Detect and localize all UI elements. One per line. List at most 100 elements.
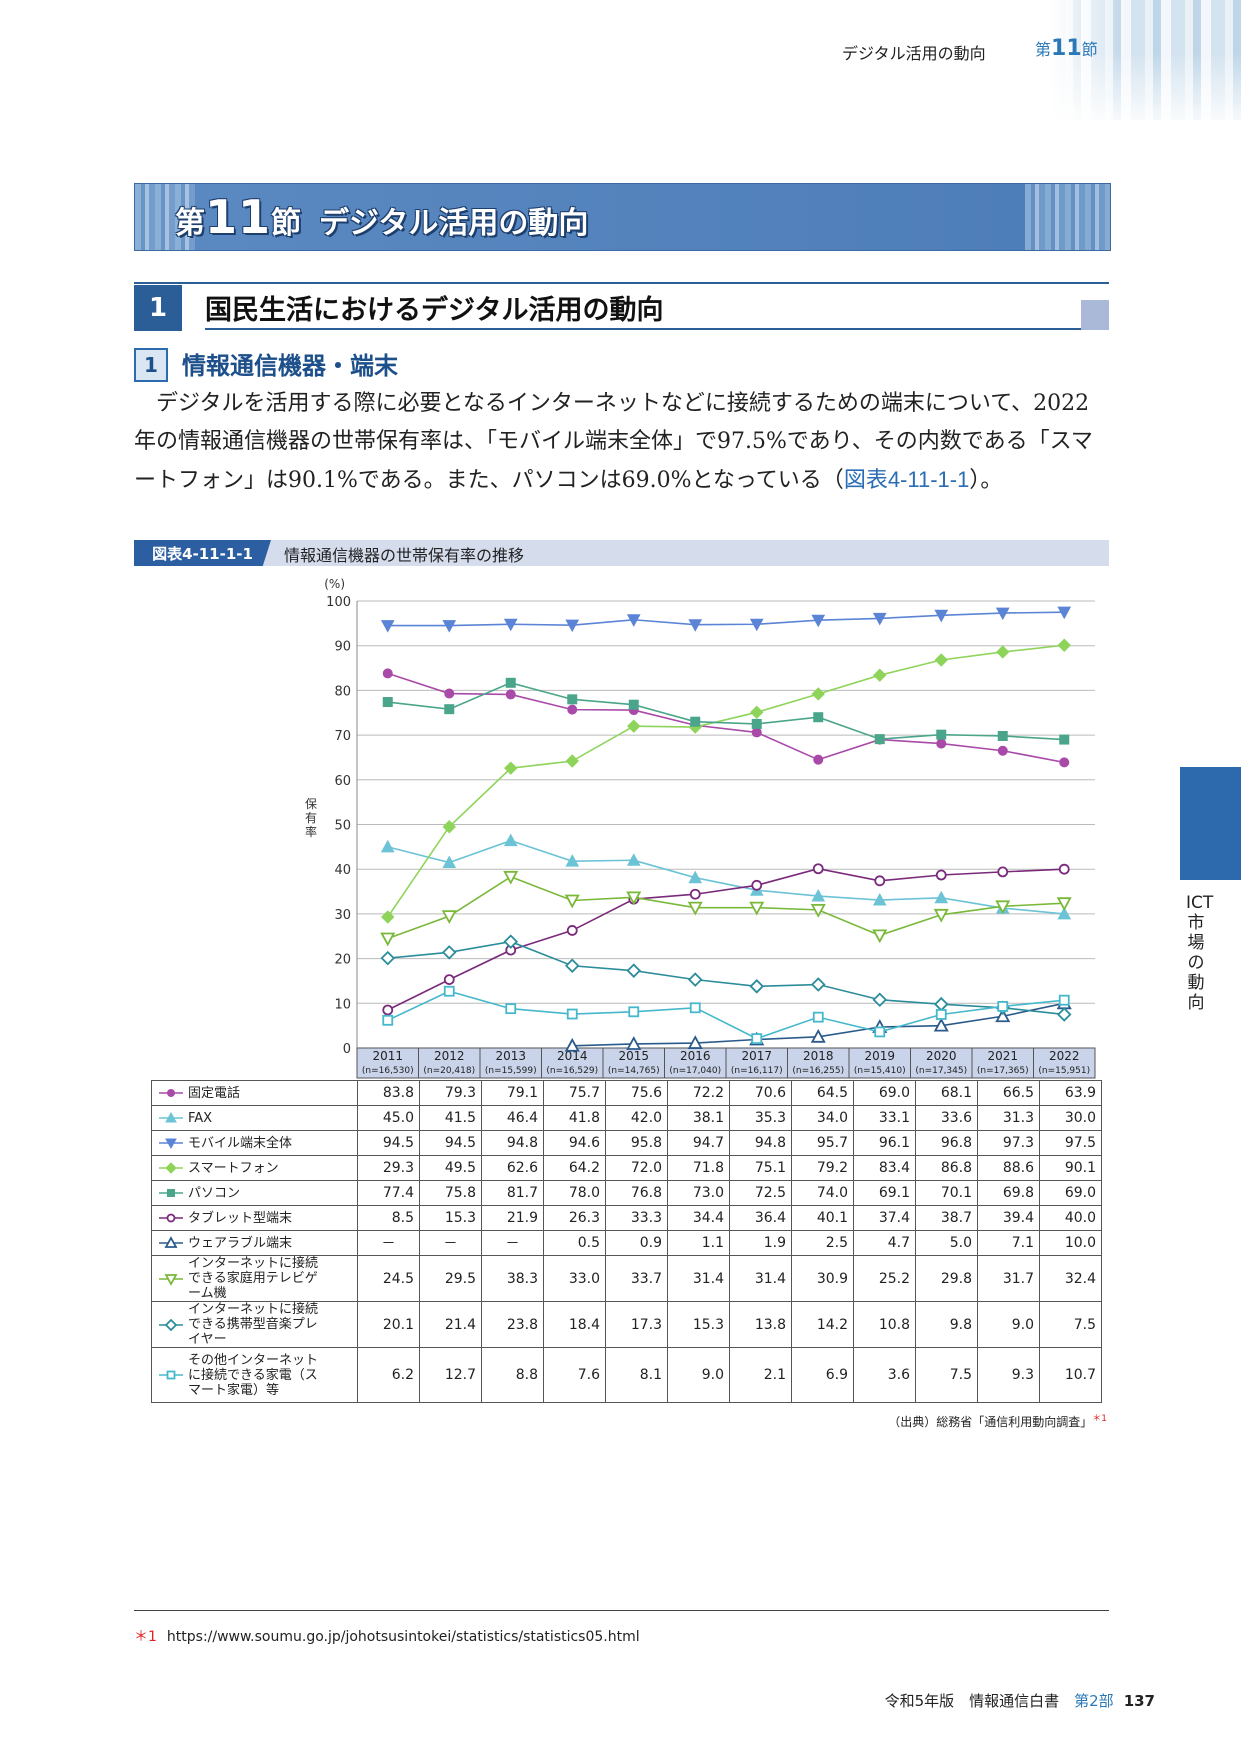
data-label: － bbox=[357, 1230, 420, 1256]
data-label: 36.4 bbox=[729, 1205, 792, 1231]
data-label: 79.1 bbox=[481, 1080, 544, 1106]
data-label: 17.3 bbox=[605, 1301, 668, 1348]
data-label: 75.6 bbox=[605, 1080, 668, 1106]
table-row: ウェアラブル端末－－－ 0.5 0.9 1.1 1.9 2.5 4.7 5.0 7.1 10.0 bbox=[151, 1230, 1102, 1256]
data-point bbox=[933, 908, 949, 923]
data-label: 41.5 bbox=[419, 1105, 482, 1131]
data-point bbox=[997, 745, 1008, 756]
data-label: － bbox=[481, 1230, 544, 1256]
data-point bbox=[872, 992, 888, 1007]
data-label: 29.5 bbox=[419, 1255, 482, 1302]
legend-symbol bbox=[167, 1089, 175, 1097]
data-point bbox=[687, 901, 703, 916]
data-point bbox=[1059, 757, 1070, 768]
series-line bbox=[387, 875, 1065, 940]
figure-reference-link[interactable]: 図表4-11-1-1 bbox=[843, 467, 970, 492]
banner-title: 第11節 デジタル活用の動向 bbox=[175, 190, 588, 244]
data-label: 77.4 bbox=[357, 1180, 420, 1206]
data-point bbox=[997, 1001, 1009, 1012]
legend-cell: インターネットに接続できる家庭用テレビゲーム機 bbox=[151, 1255, 358, 1302]
data-label: 21.4 bbox=[419, 1301, 482, 1348]
data-label: 70.6 bbox=[729, 1080, 792, 1106]
legend-entry: FAX bbox=[158, 1111, 352, 1126]
banner-decoration-left bbox=[135, 184, 195, 250]
x-tick-label: 2020 bbox=[926, 1049, 957, 1063]
data-label: 37.4 bbox=[853, 1205, 916, 1231]
data-label: 90.1 bbox=[1039, 1155, 1102, 1181]
data-point bbox=[564, 958, 580, 974]
legend-label: パソコン bbox=[188, 1185, 241, 1201]
legend-cell: スマートフォン bbox=[151, 1155, 358, 1181]
legend-symbol bbox=[166, 1370, 176, 1380]
data-point bbox=[811, 687, 825, 701]
data-label: 7.5 bbox=[1039, 1301, 1102, 1348]
legend-marker bbox=[159, 1370, 183, 1380]
data-point bbox=[995, 900, 1011, 915]
legend-symbol bbox=[165, 1162, 177, 1174]
data-label: 62.6 bbox=[481, 1155, 544, 1181]
data-label: 42.0 bbox=[605, 1105, 668, 1131]
running-section-suffix: 節 bbox=[1081, 40, 1098, 59]
y-tick-label: 60 bbox=[334, 774, 351, 789]
series-line bbox=[387, 990, 1065, 1040]
data-label: 9.3 bbox=[977, 1347, 1040, 1403]
data-point bbox=[872, 892, 887, 906]
data-label: 33.3 bbox=[605, 1205, 668, 1231]
data-label: 8.1 bbox=[605, 1347, 668, 1403]
legend-label: インターネットに接続できる携帯型音楽プレイヤー bbox=[188, 1302, 319, 1347]
legend-symbol bbox=[166, 1213, 176, 1223]
legend-label: FAX bbox=[188, 1110, 213, 1126]
data-label: 23.8 bbox=[481, 1301, 544, 1348]
data-point bbox=[813, 754, 824, 765]
series-line bbox=[387, 839, 1065, 915]
y-tick-label: 100 bbox=[326, 595, 351, 610]
data-point bbox=[933, 1017, 949, 1032]
legend-symbol bbox=[164, 1318, 178, 1331]
data-label: 69.1 bbox=[853, 1180, 916, 1206]
paragraph-tail: ）。 bbox=[969, 468, 1003, 493]
data-label: 20.1 bbox=[357, 1301, 420, 1348]
data-point bbox=[626, 963, 642, 978]
data-point bbox=[933, 996, 949, 1012]
data-label: 41.8 bbox=[543, 1105, 606, 1131]
legend-entry: モバイル端末全体 bbox=[158, 1136, 352, 1151]
x-tick-label: 2014 bbox=[557, 1049, 588, 1063]
footnote: ＊1 https://www.soumu.go.jp/johotsusintoke… bbox=[134, 1626, 640, 1646]
data-label: 97.3 bbox=[977, 1130, 1040, 1156]
data-point bbox=[444, 688, 455, 699]
data-point bbox=[566, 925, 578, 936]
data-point bbox=[750, 705, 764, 720]
data-label: 38.1 bbox=[667, 1105, 730, 1131]
data-point bbox=[1057, 638, 1071, 652]
data-point bbox=[813, 712, 824, 723]
data-label: 94.6 bbox=[543, 1130, 606, 1156]
data-point bbox=[382, 1014, 394, 1026]
data-point bbox=[874, 1026, 886, 1038]
chapter-label: 第 4 章 bbox=[1181, 788, 1211, 863]
x-tick-label: 2021 bbox=[987, 1049, 1018, 1063]
data-label: 34.0 bbox=[791, 1105, 854, 1131]
y-tick-label: 30 bbox=[334, 908, 351, 923]
legend-symbol bbox=[164, 1236, 178, 1248]
footnote-url[interactable]: https://www.soumu.go.jp/johotsusintokei/… bbox=[166, 1629, 640, 1645]
data-label: 31.4 bbox=[729, 1255, 792, 1302]
data-label: 30.0 bbox=[1039, 1105, 1102, 1131]
data-point bbox=[810, 977, 826, 992]
series-6 bbox=[382, 863, 1070, 1016]
data-point bbox=[564, 894, 580, 909]
legend-cell: パソコン bbox=[151, 1180, 358, 1206]
sample-size-label: (n=20,418) bbox=[423, 1066, 475, 1076]
banner-decoration-right bbox=[1025, 184, 1110, 250]
data-label: 31.3 bbox=[977, 1105, 1040, 1131]
data-point bbox=[443, 974, 455, 986]
sample-size-label: (n=14,765) bbox=[608, 1066, 660, 1076]
data-point bbox=[1056, 897, 1072, 912]
data-point bbox=[567, 704, 578, 715]
table-row: インターネットに接続できる携帯型音楽プレイヤー 20.1 21.4 23.8 18.4 1… bbox=[151, 1301, 1102, 1348]
data-point bbox=[1058, 863, 1070, 875]
sample-size-label: (n=17,365) bbox=[977, 1066, 1029, 1076]
data-label: 33.0 bbox=[543, 1255, 606, 1302]
data-label: 26.3 bbox=[543, 1205, 606, 1231]
table-row: 固定電話 83.8 79.3 79.1 75.7 75.6 72.2 70.6 64.5 69.0… bbox=[151, 1080, 1102, 1106]
table-row: その他インターネットに接続できる家電（スマート家電）等 6.2 12.7 8.8 7.6… bbox=[151, 1347, 1102, 1403]
